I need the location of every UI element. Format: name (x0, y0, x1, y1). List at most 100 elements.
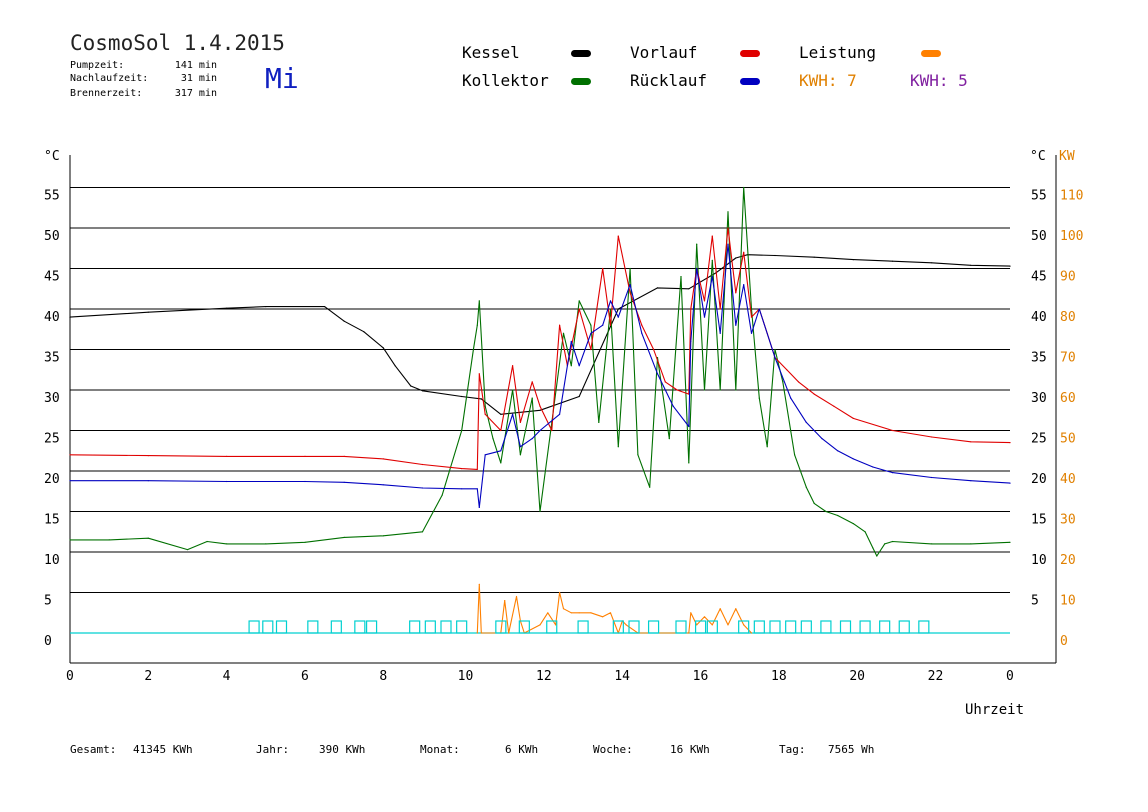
pump-marker-31 (918, 620, 930, 634)
series-1-point-1 (108, 539, 110, 541)
series-4-point-30 (735, 608, 737, 610)
pump-marker-29 (879, 620, 891, 634)
left-axis-unit: °C (44, 149, 60, 164)
pump-markers (248, 620, 930, 634)
series-1-point-51 (805, 486, 807, 488)
series-0-point-23 (813, 256, 815, 258)
series-3-point-44 (872, 466, 874, 468)
y-tick-right-35: 35 (1031, 351, 1047, 366)
series-2-point-22 (609, 324, 612, 326)
y-tick-left-40: 40 (44, 310, 60, 325)
series-4-point-17 (602, 616, 604, 618)
stat-label-brennerzeit: Brennerzeit: (70, 88, 142, 99)
series-1-point-35 (668, 438, 670, 440)
pump-marker-22 (753, 620, 765, 634)
series-2-point-49 (970, 441, 972, 443)
series-1-point-54 (837, 514, 839, 517)
pump-marker-9 (440, 620, 452, 634)
series-3-point-28 (690, 340, 692, 342)
series-3-point-6 (421, 487, 424, 489)
series-1-point-8 (343, 536, 345, 539)
footer-monat-label: Monat: (420, 743, 460, 756)
series-2-point-5 (382, 458, 384, 460)
series-2-point-21 (602, 267, 604, 270)
x-tick-11: 22 (928, 669, 944, 684)
y2-tick-70: 70 (1060, 351, 1076, 366)
legend-ruecklauf-swatch (740, 78, 760, 85)
series-0-point-2 (226, 307, 228, 309)
series-3-point-48 (1009, 482, 1011, 484)
legend-ruecklauf-label: Rücklauf (630, 71, 707, 90)
pump-marker-19 (694, 620, 707, 634)
series-1-point-15 (478, 300, 480, 302)
series-2-point-35 (727, 227, 729, 229)
pump-marker-6 (365, 620, 378, 634)
series-3-point-11 (500, 450, 502, 452)
series-2-point-7 (461, 468, 463, 470)
legend-vorlauf-swatch (740, 50, 760, 57)
series-4-point-25 (696, 624, 698, 626)
series-1-point-30 (617, 446, 619, 448)
series-4-point-0 (476, 632, 478, 634)
stat-value-nachlaufzeit: 31 min (181, 73, 217, 84)
series-0-point-4 (324, 306, 326, 308)
series-1-point-5 (226, 543, 228, 545)
series-1-point-18 (500, 462, 502, 464)
series-3-point-27 (688, 425, 690, 428)
series-1-point-20 (519, 454, 522, 456)
right-axis-unit-c: °C (1030, 149, 1046, 164)
pump-marker-15 (612, 620, 624, 634)
pump-marker-0 (248, 620, 260, 634)
series-3-point-17 (570, 340, 572, 342)
series-2-point-19 (578, 308, 580, 310)
series-2-point-15 (539, 405, 541, 407)
series-2-point-12 (511, 365, 514, 367)
series-3-point-19 (590, 332, 592, 334)
y-tick-right-10: 10 (1031, 553, 1047, 568)
y-tick-left-25: 25 (44, 432, 60, 447)
y-tick-right-45: 45 (1031, 270, 1047, 285)
y2-tick-80: 80 (1060, 310, 1076, 325)
footer-woche-label: Woche: (593, 743, 633, 756)
y-tick-right-50: 50 (1031, 229, 1047, 244)
series-0-point-0 (69, 316, 71, 318)
pump-marker-10 (456, 620, 468, 634)
series-2-point-32 (703, 300, 706, 302)
series-3-point-16 (559, 413, 561, 415)
series-3-point-40 (805, 421, 807, 423)
series-3-point-30 (703, 316, 706, 318)
y-tick-left-30: 30 (44, 391, 60, 406)
y-tick-left-20: 20 (44, 472, 60, 487)
series-3-point-10 (484, 454, 486, 456)
y-tick-left-55: 55 (44, 189, 60, 204)
series-1-point-60 (891, 540, 894, 543)
series-3-point-12 (511, 413, 514, 415)
footer-tag-label: Tag: (779, 743, 806, 756)
series-4-point-16 (590, 612, 592, 614)
x-tick-5: 10 (458, 669, 474, 684)
series-1-point-28 (598, 421, 600, 423)
series-3-point-32 (719, 332, 721, 334)
series-4-point-2 (480, 632, 482, 634)
series-1-point-25 (570, 365, 572, 367)
series-0-point-6 (363, 331, 365, 333)
series-0-point-22 (774, 254, 776, 257)
series-1-point-11 (441, 494, 443, 496)
series-2-point-46 (852, 417, 854, 419)
series-2-point-16 (551, 429, 553, 432)
series-0-point-12 (480, 398, 482, 400)
series-line-4 (476, 583, 752, 634)
series-3-point-33 (727, 243, 729, 245)
series-1-point-53 (825, 510, 827, 513)
series-1-point-19 (511, 389, 514, 391)
y2-tick-60: 60 (1060, 391, 1076, 406)
y-tick-left-5: 5 (44, 594, 52, 609)
series-0-point-5 (343, 320, 345, 322)
series-3-point-36 (750, 332, 753, 334)
series-1-point-32 (637, 454, 639, 456)
footer-jahr-label: Jahr: (256, 743, 289, 756)
series-1-point-16 (484, 405, 486, 407)
series-2-point-1 (147, 455, 149, 457)
series-2-point-10 (484, 413, 486, 415)
tick-labels: 0510152025303540455055510152025303540455… (44, 189, 1083, 685)
